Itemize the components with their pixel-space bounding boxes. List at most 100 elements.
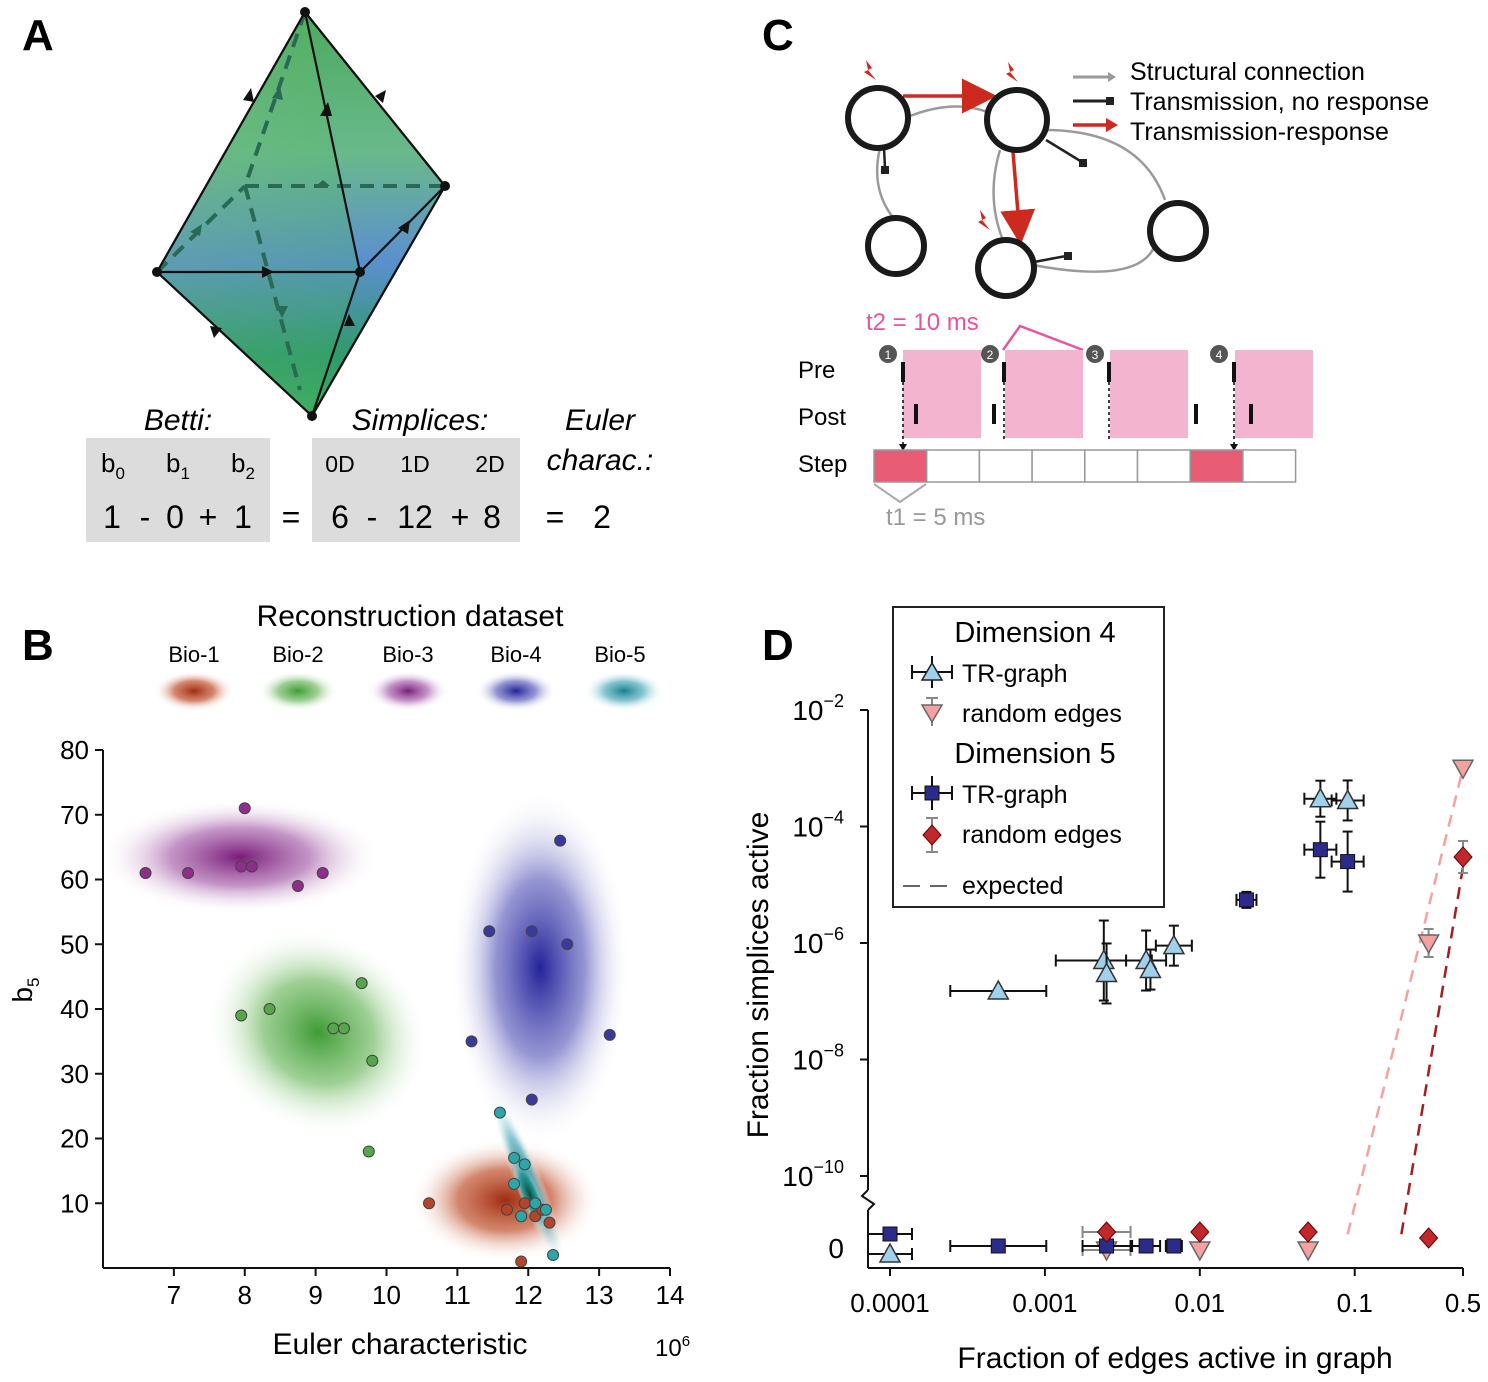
betti-title: Betti: [144, 404, 212, 437]
euler-value: 2 [593, 499, 611, 535]
legend-header-dim5: Dimension 5 [954, 738, 1115, 770]
op-minus-1: - [140, 499, 151, 535]
euler-title-line2: charac.: [547, 444, 654, 477]
chart-b-point-bio-3 [182, 867, 195, 880]
chart-b-point-bio-3 [139, 867, 152, 880]
chart-d-point-triangle-up [1162, 934, 1186, 955]
t1-label: t1 = 5 ms [886, 504, 985, 531]
svg-text:2: 2 [987, 348, 994, 362]
legend-bio-5-swatch [584, 671, 664, 711]
chart-d-point-triangle-down [1296, 1241, 1320, 1262]
chart-d-x-tick-label: 0.1 [1337, 1288, 1373, 1318]
step-marker-3: 3 [1086, 345, 1104, 363]
chart-b-point-bio-2 [362, 1145, 375, 1158]
chart-b-title: Reconstruction dataset [257, 600, 565, 633]
chart-b-point-bio-5 [547, 1249, 560, 1262]
legend-transmission: Transmission, no response [1130, 88, 1429, 116]
chart-d-y-tick-label: 10−6 [792, 924, 844, 959]
chart-b-point-bio-2 [235, 1009, 248, 1022]
chart-b-point-bio-5 [529, 1197, 542, 1210]
chart-d-point-diamond [1190, 1221, 1210, 1243]
chart-d-point-triangle-up [1095, 961, 1118, 983]
chart-d-point-diamond [1418, 1227, 1439, 1249]
chart-d-xlabel: Fraction of edges active in graph [957, 1342, 1392, 1375]
legend-symbol-dim4-tr [911, 656, 953, 688]
chart-b-y-tick-label: 70 [60, 800, 89, 830]
network-legend: Structural connection Transmission, no r… [1073, 58, 1429, 146]
chart-b-point-bio-4 [561, 938, 574, 951]
legend-symbol-dim5-tr [911, 776, 953, 810]
chart-d-expected-line-dim5 [1400, 867, 1465, 1235]
legend-symbol-dim4-random [920, 697, 944, 726]
op-equals-1: = [282, 499, 301, 535]
chart-d-point-triangle-down [1417, 934, 1440, 955]
chart-b-y-tick-label: 40 [60, 994, 89, 1024]
chart-b-point-bio-3 [235, 860, 248, 873]
chart-b-x-multiplier: 106 [655, 1333, 690, 1362]
chart-b-point-bio-4 [483, 925, 496, 938]
legend-bio-3-swatch [368, 671, 448, 711]
betti-value-1: 0 [166, 499, 184, 535]
chart-b-y-tick-label: 20 [60, 1124, 89, 1154]
legend-entry-expected: expected [962, 872, 1063, 900]
panel-letter-b: B [22, 621, 54, 670]
chart-d-y-tick-label: 10−4 [792, 808, 844, 843]
simplex-label-1d: 1D [400, 451, 429, 477]
chart-b-x-tick-label: 10 [372, 1280, 401, 1310]
dataset-legend: Bio-1 Bio-2 Bio-3 Bio-4 Bio-5 [154, 642, 664, 711]
chart-d-y-tick-label: 10−2 [792, 691, 844, 726]
simplices-title: Simplices: [352, 404, 489, 437]
chart-b-point-bio-1 [543, 1216, 556, 1229]
chart-b-point-bio-4 [465, 1035, 478, 1048]
chart-b-y-tick-label: 30 [60, 1059, 89, 1089]
chart-b-point-bio-5 [493, 1106, 506, 1119]
chart-d-x-tick-label: 0.5 [1445, 1288, 1481, 1318]
chart-d-point-triangle-up [1309, 787, 1332, 808]
density-bio-3 [100, 799, 380, 915]
chart-b-x-tick-label: 14 [656, 1280, 685, 1310]
op-plus-2: + [451, 499, 470, 535]
chart-b-point-bio-4 [525, 925, 538, 938]
chart-b-point-bio-5 [539, 1203, 552, 1216]
row-label-pre: Pre [798, 357, 835, 384]
betti-value-0: 1 [103, 499, 121, 535]
op-equals-2: = [546, 499, 565, 535]
chart-b-point-bio-5 [508, 1151, 521, 1164]
betti-box [86, 438, 270, 542]
chart-b-point-bio-2 [366, 1054, 379, 1067]
chart-b-point-bio-1 [500, 1203, 513, 1216]
legend-header-dim4: Dimension 4 [954, 617, 1115, 649]
simplices-box [312, 438, 520, 542]
chart-b-point-bio-5 [515, 1210, 528, 1223]
timing-diagram: t2 = 10 ms Pre Post Step 1 2 3 4 [798, 309, 1313, 531]
legend-bio-5-label: Bio-5 [594, 642, 645, 667]
chart-b-point-bio-3 [245, 860, 258, 873]
chart-b-x-tick-label: 11 [444, 1280, 471, 1310]
chart-b-point-bio-2 [327, 1022, 340, 1035]
chart-d-point-triangle-up [987, 979, 1010, 1000]
density-bio-2 [206, 928, 430, 1136]
chart-d-point-square [1312, 842, 1328, 858]
legend-entry-dim4-tr: TR-graph [962, 660, 1068, 688]
chart-d-point-square [1340, 854, 1356, 870]
chart-b: 7 8 9 10 11 12 13 14 10 20 30 40 50 60 70 80 [60, 735, 684, 1310]
panel-letter-d: D [762, 621, 794, 670]
chart-b-x-tick-label: 13 [585, 1280, 614, 1310]
chart-d-x-tick-label: 0.0001 [850, 1288, 930, 1318]
chart-b-point-bio-3 [238, 802, 251, 815]
simplex-value-2: 8 [483, 499, 501, 535]
chart-d-point-triangle-down [1188, 1241, 1212, 1262]
betti-value-2: 1 [234, 499, 252, 535]
legend-entry-dim5-tr: TR-graph [962, 781, 1068, 809]
chart-b-point-bio-5 [508, 1177, 521, 1190]
chart-b-point-bio-1 [423, 1197, 436, 1210]
density-blobs [100, 790, 630, 1266]
simplex-value-0: 6 [331, 499, 349, 535]
chart-b-point-bio-3 [316, 867, 329, 880]
chart-b-point-bio-4 [525, 1093, 538, 1106]
row-label-post: Post [798, 404, 846, 431]
legend-bio-1-label: Bio-1 [168, 642, 219, 667]
euler-equation: Betti: Simplices: Euler charac.: b0 b1 b… [86, 404, 653, 542]
step-marker-1: 1 [879, 345, 897, 363]
legend-bio-3-label: Bio-3 [382, 642, 433, 667]
